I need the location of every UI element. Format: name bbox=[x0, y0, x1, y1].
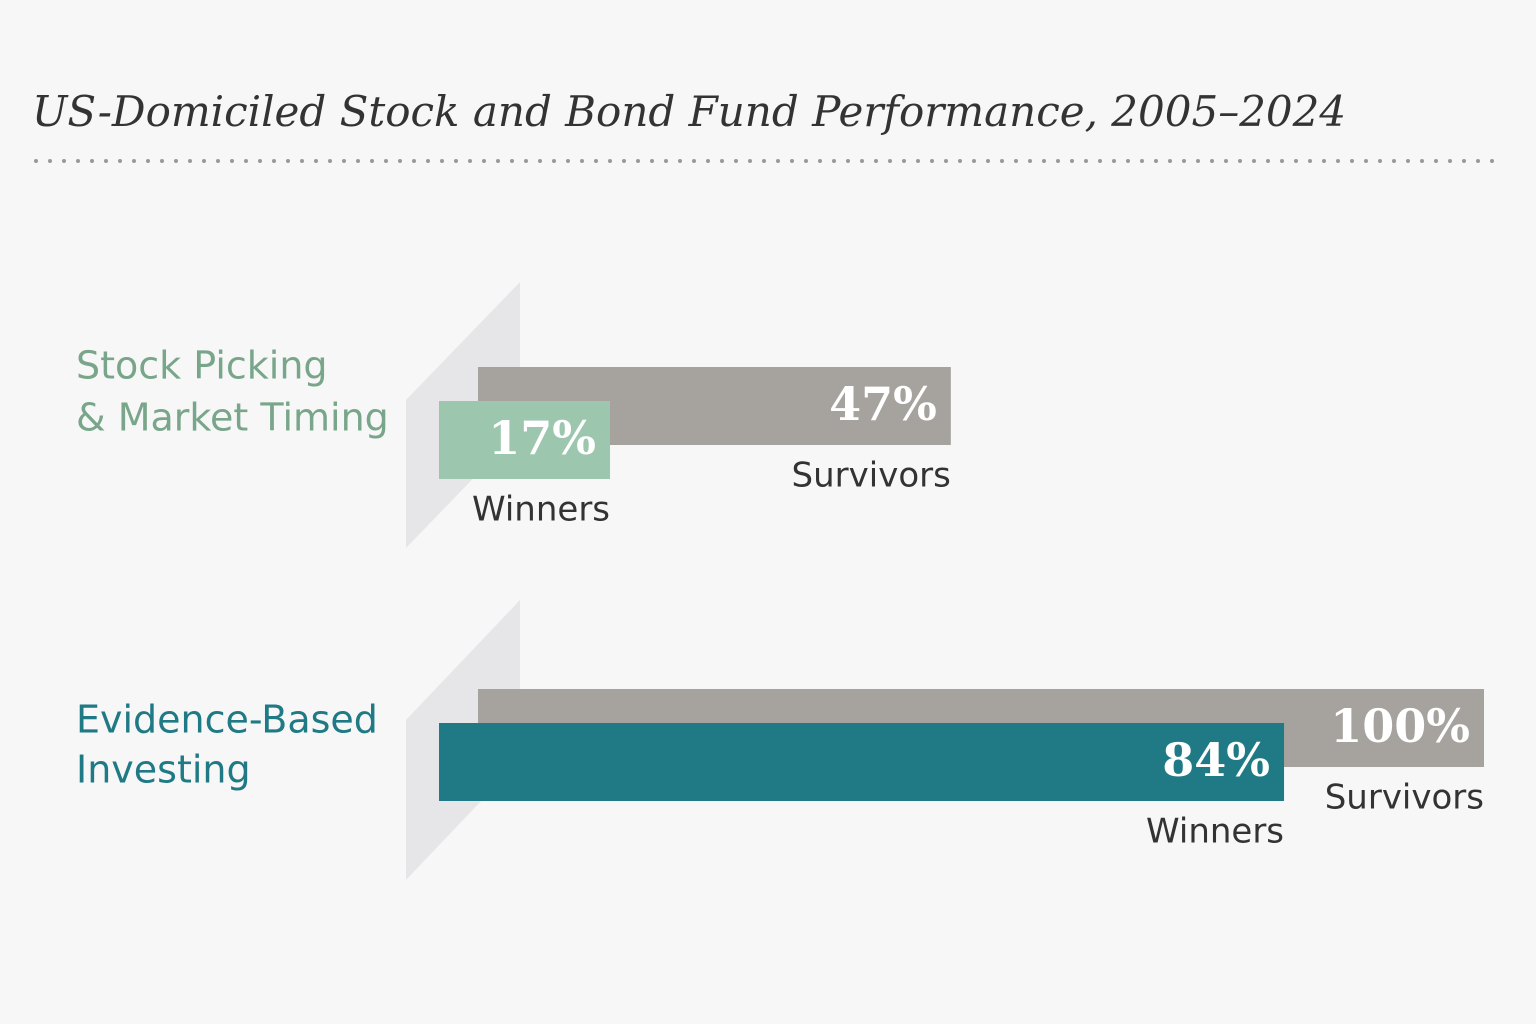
category-label: Investing bbox=[76, 748, 251, 792]
series-label: Winners bbox=[1146, 812, 1284, 852]
value-label: 84% bbox=[1162, 733, 1270, 787]
bar bbox=[439, 401, 611, 479]
category-label: Evidence-Based bbox=[76, 698, 378, 742]
bar bbox=[439, 723, 1285, 801]
chart-title: US-Domiciled Stock and Bond Fund Perform… bbox=[32, 87, 1346, 136]
series-label: Winners bbox=[472, 490, 610, 530]
category-label: & Market Timing bbox=[76, 396, 389, 440]
category-label: Stock Picking bbox=[76, 344, 328, 388]
series-label: Survivors bbox=[1325, 778, 1484, 818]
value-label: 47% bbox=[829, 377, 937, 431]
series-label: Survivors bbox=[792, 456, 951, 496]
value-label: 17% bbox=[488, 411, 596, 465]
value-label: 100% bbox=[1330, 699, 1470, 753]
